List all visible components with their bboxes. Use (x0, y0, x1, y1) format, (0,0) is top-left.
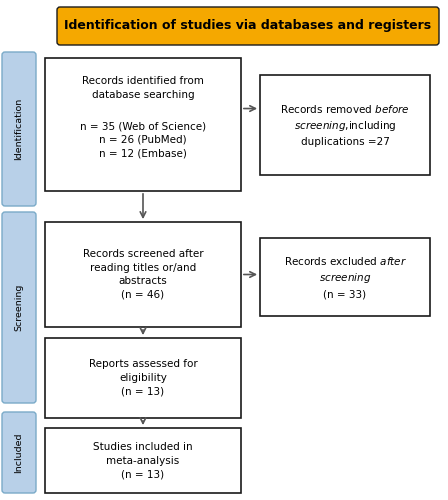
FancyBboxPatch shape (45, 338, 241, 418)
Text: Included: Included (14, 432, 23, 473)
Text: Records removed $\it{before}$
$\it{screening}$,including
duplications =27: Records removed $\it{before}$ $\it{scree… (280, 103, 410, 147)
FancyBboxPatch shape (57, 7, 439, 45)
Text: Records screened after
reading titles or/and
abstracts
(n = 46): Records screened after reading titles or… (83, 249, 203, 300)
FancyBboxPatch shape (45, 428, 241, 493)
FancyBboxPatch shape (260, 75, 430, 175)
Text: Records excluded $\it{after}$
$\it{screening}$
(n = 33): Records excluded $\it{after}$ $\it{scree… (284, 255, 406, 299)
FancyBboxPatch shape (260, 238, 430, 316)
Text: Identification of studies via databases and registers: Identification of studies via databases … (65, 20, 431, 32)
Text: Reports assessed for
eligibility
(n = 13): Reports assessed for eligibility (n = 13… (89, 360, 198, 397)
FancyBboxPatch shape (45, 58, 241, 191)
FancyBboxPatch shape (2, 52, 36, 206)
Text: Screening: Screening (14, 284, 23, 331)
FancyBboxPatch shape (2, 212, 36, 403)
Text: n = 35 (Web of Science)
n = 26 (PubMed)
n = 12 (Embase): n = 35 (Web of Science) n = 26 (PubMed) … (80, 122, 206, 158)
FancyBboxPatch shape (45, 222, 241, 327)
Text: Identification: Identification (14, 98, 23, 160)
Text: Studies included in
meta-analysis
(n = 13): Studies included in meta-analysis (n = 1… (93, 442, 193, 479)
FancyBboxPatch shape (2, 412, 36, 493)
Text: Records identified from
database searching: Records identified from database searchi… (82, 76, 204, 100)
